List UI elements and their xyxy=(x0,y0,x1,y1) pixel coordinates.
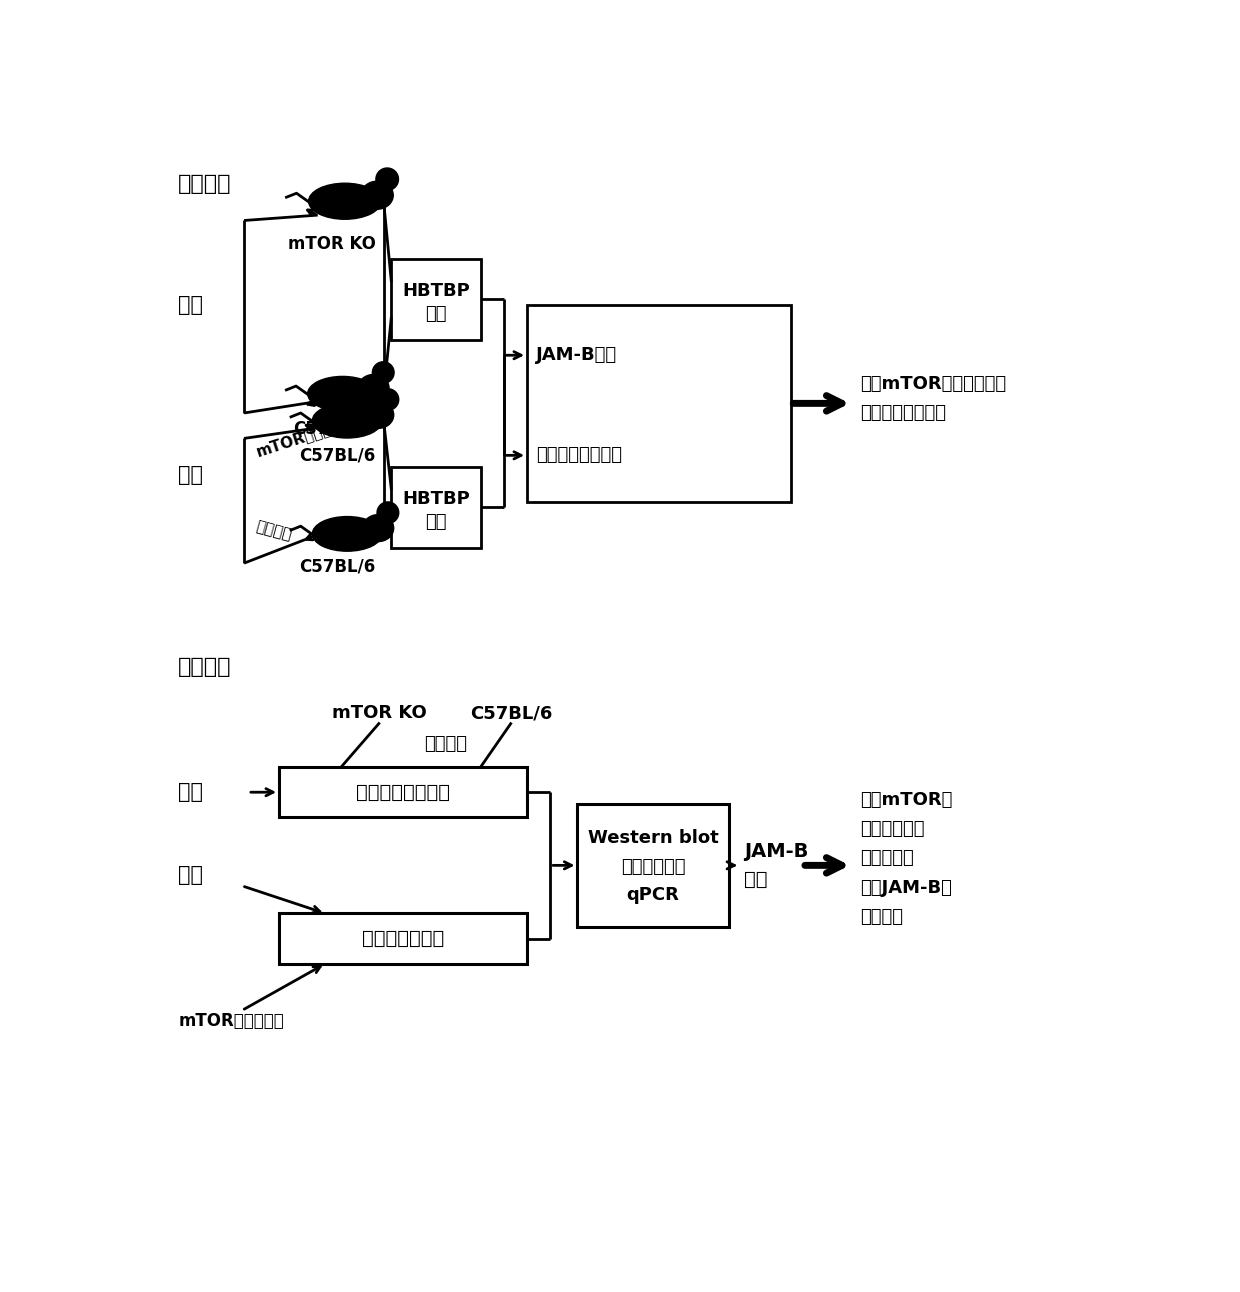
Ellipse shape xyxy=(363,514,394,541)
Text: mTOR KO: mTOR KO xyxy=(332,704,427,722)
Text: 分离培养: 分离培养 xyxy=(424,735,467,753)
Circle shape xyxy=(377,389,399,411)
Text: 低氧: 低氧 xyxy=(179,295,203,315)
Text: 小鼠支持细胞系: 小鼠支持细胞系 xyxy=(362,929,444,948)
Text: 屏障通透中的作用: 屏障通透中的作用 xyxy=(861,404,946,422)
Ellipse shape xyxy=(358,375,389,402)
Circle shape xyxy=(372,362,394,384)
Text: 生理盐水: 生理盐水 xyxy=(254,519,294,543)
Bar xyxy=(279,767,527,818)
Ellipse shape xyxy=(312,517,382,552)
Circle shape xyxy=(376,168,398,190)
Text: 曲精小管病损程度: 曲精小管病损程度 xyxy=(536,446,622,464)
Ellipse shape xyxy=(312,403,382,438)
Bar xyxy=(578,804,729,926)
Text: 现象研究: 现象研究 xyxy=(179,174,232,194)
Text: C57BL/6: C57BL/6 xyxy=(294,420,370,438)
Bar xyxy=(279,913,527,964)
Circle shape xyxy=(377,501,399,523)
Bar xyxy=(527,305,791,501)
Text: mTOR KO: mTOR KO xyxy=(288,235,376,253)
Text: 调节作用: 调节作用 xyxy=(861,908,903,926)
Bar xyxy=(392,258,481,340)
Text: 障通透模型: 障通透模型 xyxy=(861,849,914,867)
Text: 免疫细胞化学: 免疫细胞化学 xyxy=(621,858,686,876)
Text: 低氧: 低氧 xyxy=(179,465,203,484)
Bar xyxy=(392,466,481,548)
Text: 明确mTOR在: 明确mTOR在 xyxy=(861,791,952,809)
Text: C57BL/6: C57BL/6 xyxy=(299,446,376,464)
Ellipse shape xyxy=(361,181,393,209)
Text: 水平: 水平 xyxy=(744,870,768,889)
Text: 低氧: 低氧 xyxy=(179,864,203,885)
Text: HBTBP: HBTBP xyxy=(402,490,470,508)
Text: 机制研究: 机制研究 xyxy=(179,658,232,677)
Ellipse shape xyxy=(308,376,377,411)
Text: C57BL/6: C57BL/6 xyxy=(470,704,553,722)
Text: Western blot: Western blot xyxy=(588,829,718,848)
Text: 模型: 模型 xyxy=(425,305,446,323)
Ellipse shape xyxy=(309,183,381,220)
Text: 缺氧性血睾屏: 缺氧性血睾屏 xyxy=(861,820,925,839)
Text: JAM-B: JAM-B xyxy=(744,842,808,860)
Text: 模型: 模型 xyxy=(425,513,446,531)
Ellipse shape xyxy=(363,402,394,429)
Text: mTOR刺激性单抗: mTOR刺激性单抗 xyxy=(179,1013,284,1030)
Text: JAM-B水平: JAM-B水平 xyxy=(536,346,618,364)
Text: 曲精小管支持细胞: 曲精小管支持细胞 xyxy=(356,783,450,802)
Text: 明确mTOR在缺氧性血睾: 明确mTOR在缺氧性血睾 xyxy=(861,375,1007,393)
Text: HBTBP: HBTBP xyxy=(402,283,470,300)
Text: qPCR: qPCR xyxy=(626,885,680,903)
Text: mTOR阻断剂: mTOR阻断剂 xyxy=(254,421,334,459)
Text: 低氧: 低氧 xyxy=(179,782,203,802)
Text: 中对JAM-B的: 中对JAM-B的 xyxy=(861,879,952,897)
Text: C57BL/6: C57BL/6 xyxy=(299,558,376,576)
